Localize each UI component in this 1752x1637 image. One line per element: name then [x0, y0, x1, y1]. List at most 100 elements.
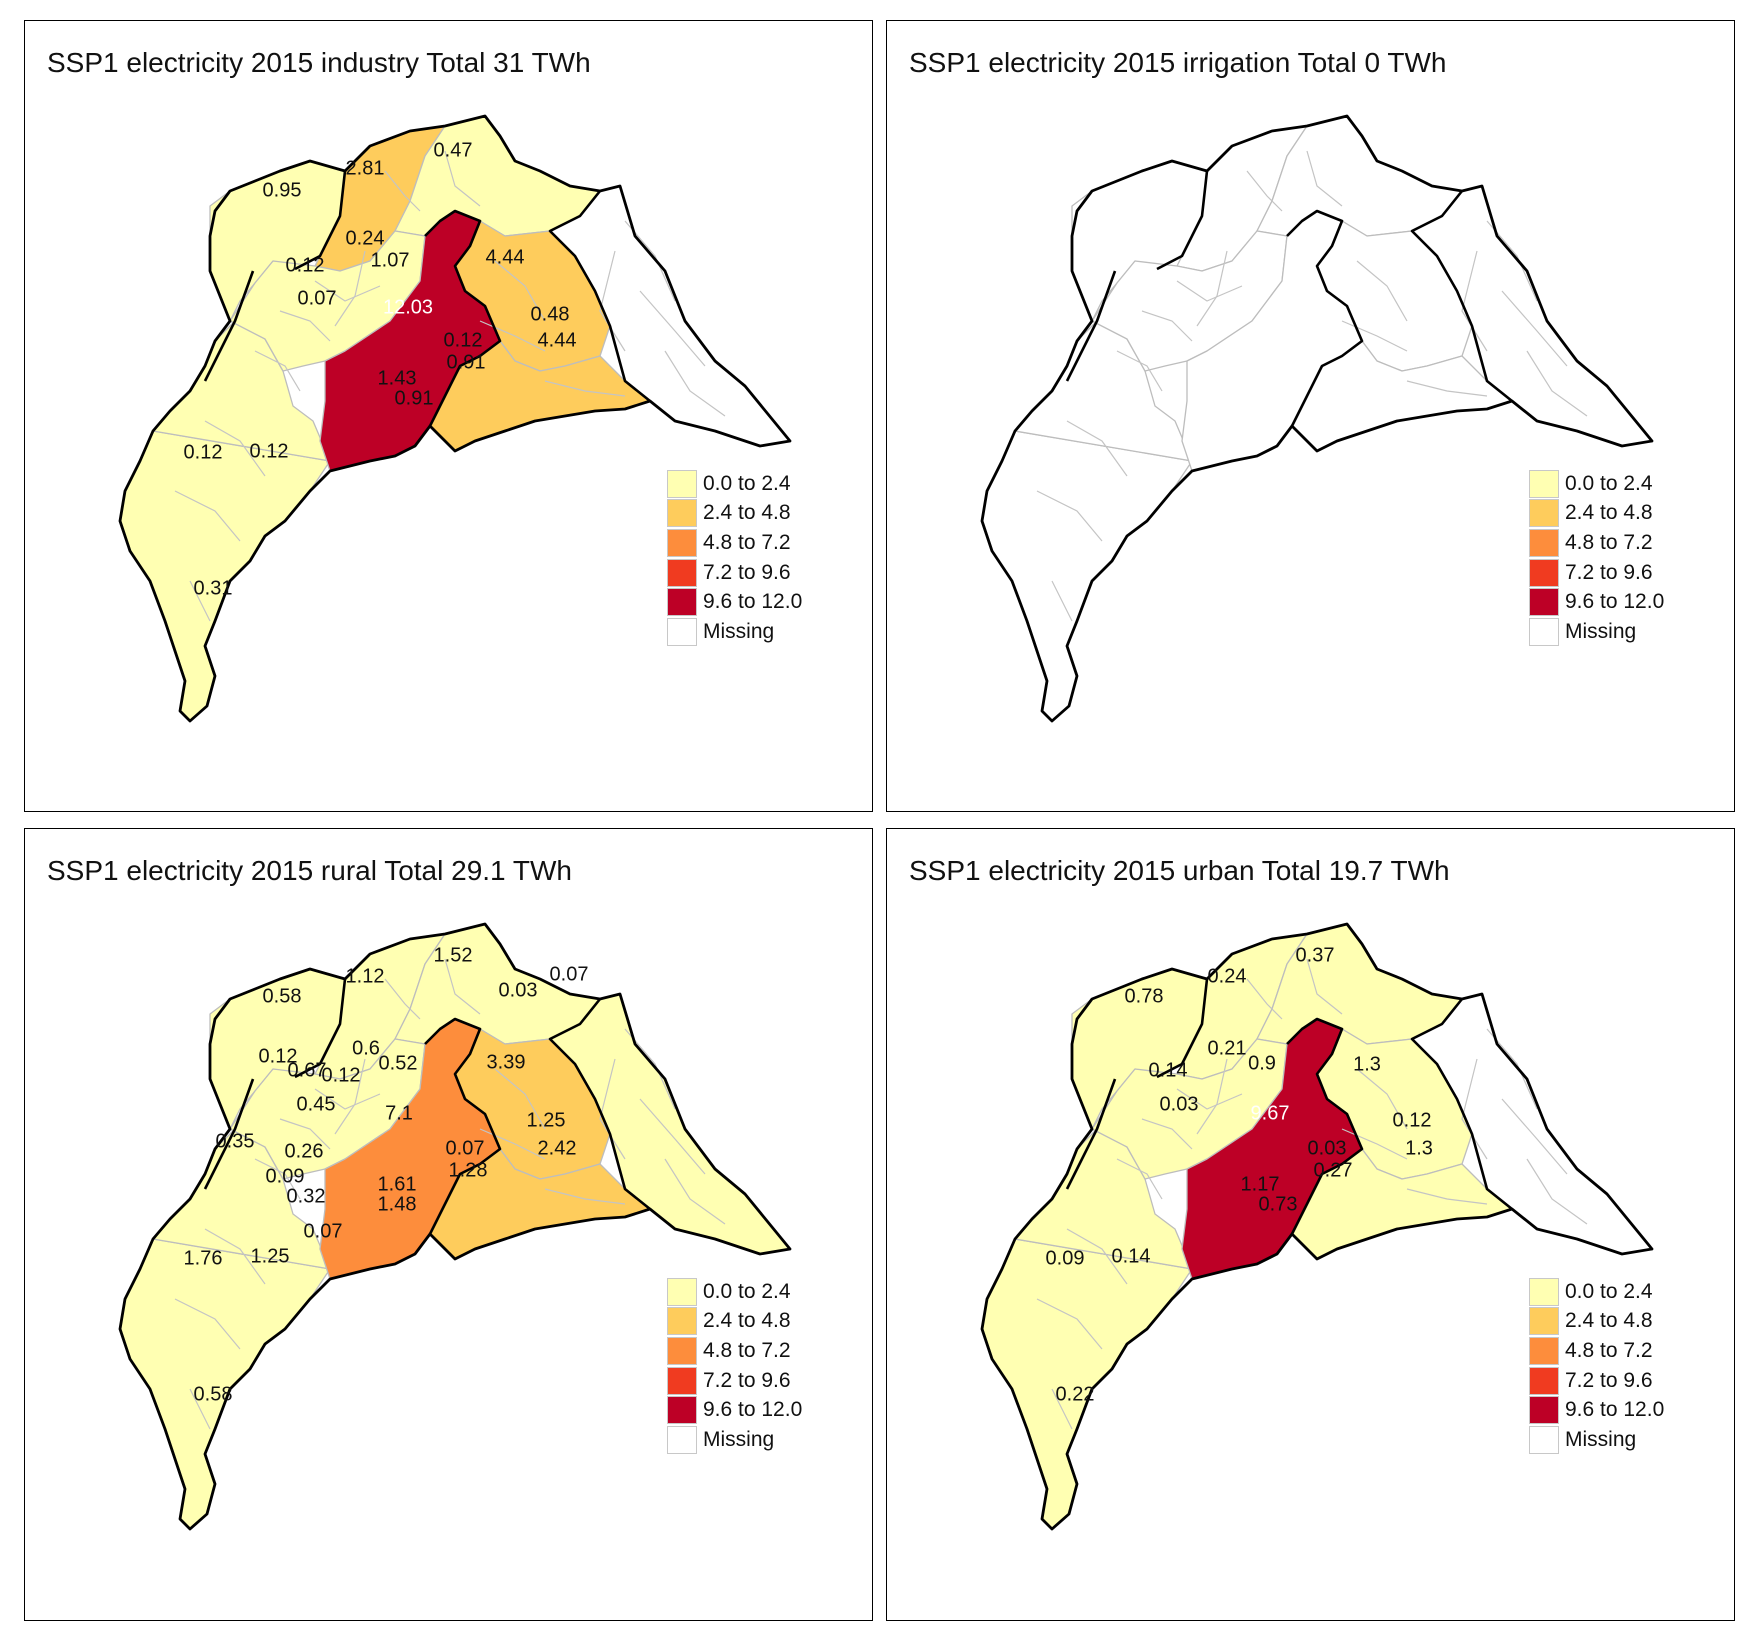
legend-swatch — [667, 617, 697, 646]
legend-swatch — [667, 1425, 697, 1454]
map-panel-irrigation: SSP1 electricity 2015 irrigation Total 0… — [886, 20, 1735, 812]
legend-label: 7.2 to 9.6 — [703, 1368, 791, 1392]
subbasin-boundary — [544, 1188, 626, 1205]
basin-outline — [980, 922, 1654, 1531]
subbasin-boundary — [1246, 170, 1283, 212]
legend-item: 2.4 to 4.8 — [1529, 499, 1664, 529]
region-value-label: 7.1 — [385, 1102, 413, 1124]
subbasin-boundary — [599, 1058, 626, 1160]
region-value-label: 0.45 — [297, 1093, 336, 1115]
legend-label: 2.4 to 4.8 — [703, 1309, 791, 1333]
legend-item: 2.4 to 4.8 — [667, 1307, 802, 1337]
subbasin-boundary — [254, 1158, 301, 1200]
subbasin-boundary — [1066, 420, 1128, 477]
subbasin-boundary — [639, 290, 706, 367]
region-value-label: 0.24 — [1208, 965, 1247, 987]
region-value-label: 0.48 — [531, 303, 570, 325]
region-value-label: 0.03 — [1308, 1137, 1347, 1159]
region-value-label: 0.09 — [266, 1165, 305, 1187]
region-value-label: 0.12 — [444, 329, 483, 351]
region-value-label: 1.76 — [184, 1247, 223, 1269]
region-value-label: 0.27 — [1314, 1159, 1353, 1181]
region-value-label: 0.12 — [1393, 1109, 1432, 1131]
legend-item: 9.6 to 12.0 — [667, 1395, 802, 1425]
region-value-label: 9.67 — [1251, 1102, 1290, 1124]
subbasin-boundary — [639, 1098, 706, 1175]
basin-outline — [118, 114, 792, 723]
subbasin-boundary — [1051, 580, 1073, 622]
legend-swatch — [1529, 1277, 1559, 1306]
region-value-label: 0.58 — [194, 1383, 233, 1405]
legend-item: 4.8 to 7.2 — [667, 528, 802, 558]
region-value-label: 0.24 — [346, 227, 385, 249]
basin-boundary — [1065, 270, 1117, 382]
subbasin-boundary — [479, 320, 546, 352]
region-value-label: 12.03 — [383, 296, 433, 318]
subbasin-boundary — [334, 1058, 366, 1135]
legend-item: 4.8 to 7.2 — [667, 1336, 802, 1366]
region-value-label: 0.07 — [298, 287, 337, 309]
panel-title: SSP1 electricity 2015 rural Total 29.1 T… — [47, 855, 572, 886]
legend-item: 9.6 to 12.0 — [667, 587, 802, 617]
legend-swatch — [1529, 1425, 1559, 1454]
subbasin-boundary — [1066, 1228, 1128, 1285]
legend-label: Missing — [703, 619, 775, 643]
legend-label: 4.8 to 7.2 — [1565, 530, 1653, 554]
subbasin-boundary — [664, 1158, 726, 1225]
subbasin-boundary — [1356, 260, 1408, 322]
region-southcoast — [981, 430, 1193, 722]
region-value-label: 0.22 — [1056, 1383, 1095, 1405]
region-value-label: 0.78 — [1125, 985, 1164, 1007]
subbasin-boundary — [314, 280, 381, 302]
region-value-label: 1.3 — [1405, 1137, 1433, 1159]
region-value-label: 0.12 — [259, 1045, 298, 1067]
region-value-label: 2.42 — [538, 1137, 577, 1159]
legend-swatch — [667, 469, 697, 498]
legend-item: Missing — [1529, 617, 1664, 647]
region-value-label: 0.03 — [499, 979, 538, 1001]
legend-item: 7.2 to 9.6 — [667, 558, 802, 588]
subbasin-boundary — [279, 1118, 331, 1150]
legend-swatch — [667, 1396, 697, 1425]
subbasin-boundary — [494, 260, 546, 322]
region-value-label: 0.07 — [446, 1137, 485, 1159]
subbasin-boundary — [664, 350, 726, 417]
subbasin-boundary — [1306, 958, 1343, 1015]
subbasin-boundary — [174, 490, 241, 542]
legend-item: 0.0 to 2.4 — [1529, 469, 1664, 499]
basin-boundary — [294, 170, 347, 271]
choropleth-map: 0.37 0.24 0.78 0.210.9 1.3 0.14 0.03 9.67 0.12 0.… — [980, 922, 1654, 1531]
legend-label: 4.8 to 7.2 — [703, 1338, 791, 1362]
region-value-label: 0.32 — [287, 1185, 326, 1207]
legend-swatch — [667, 558, 697, 587]
region-value-label: 0.07 — [550, 963, 589, 985]
legend-item: 7.2 to 9.6 — [667, 1366, 802, 1396]
map-panel-industry: SSP1 electricity 2015 industry Total 31 … — [24, 20, 873, 812]
subbasin-boundary — [1501, 290, 1568, 367]
legend-swatch — [667, 1366, 697, 1395]
legend-item: 4.8 to 7.2 — [1529, 528, 1664, 558]
legend-item: 0.0 to 2.4 — [667, 1277, 802, 1307]
map-panel-urban: SSP1 electricity 2015 urban Total 19.7 T… — [886, 828, 1735, 1621]
subbasin-boundary — [314, 1088, 381, 1110]
region-value-label: 0.73 — [1259, 1193, 1298, 1215]
region-value-label: 0.14 — [1112, 1245, 1151, 1267]
choropleth-map — [980, 114, 1654, 723]
subbasin-boundary — [204, 420, 266, 477]
legend-item: Missing — [667, 617, 802, 647]
subbasin-boundary — [1141, 310, 1193, 342]
subbasin-boundary — [479, 1128, 546, 1160]
subbasin-boundary — [494, 1068, 546, 1130]
basin-boundary — [1156, 978, 1209, 1079]
legend-item: Missing — [667, 1425, 802, 1455]
region-value-label: 0.9 — [1248, 1052, 1276, 1074]
region-value-label: 0.31 — [194, 577, 233, 599]
region-value-label: 0.35 — [216, 1130, 255, 1152]
legend-swatch — [1529, 558, 1559, 587]
subbasin-boundary — [1406, 1188, 1488, 1205]
subbasin-boundary — [384, 978, 421, 1020]
region-value-label: 0.91 — [395, 387, 434, 409]
basin-boundary — [1156, 170, 1209, 271]
region-value-label: 0.52 — [379, 1052, 418, 1074]
subbasin-boundary — [1196, 1058, 1228, 1135]
